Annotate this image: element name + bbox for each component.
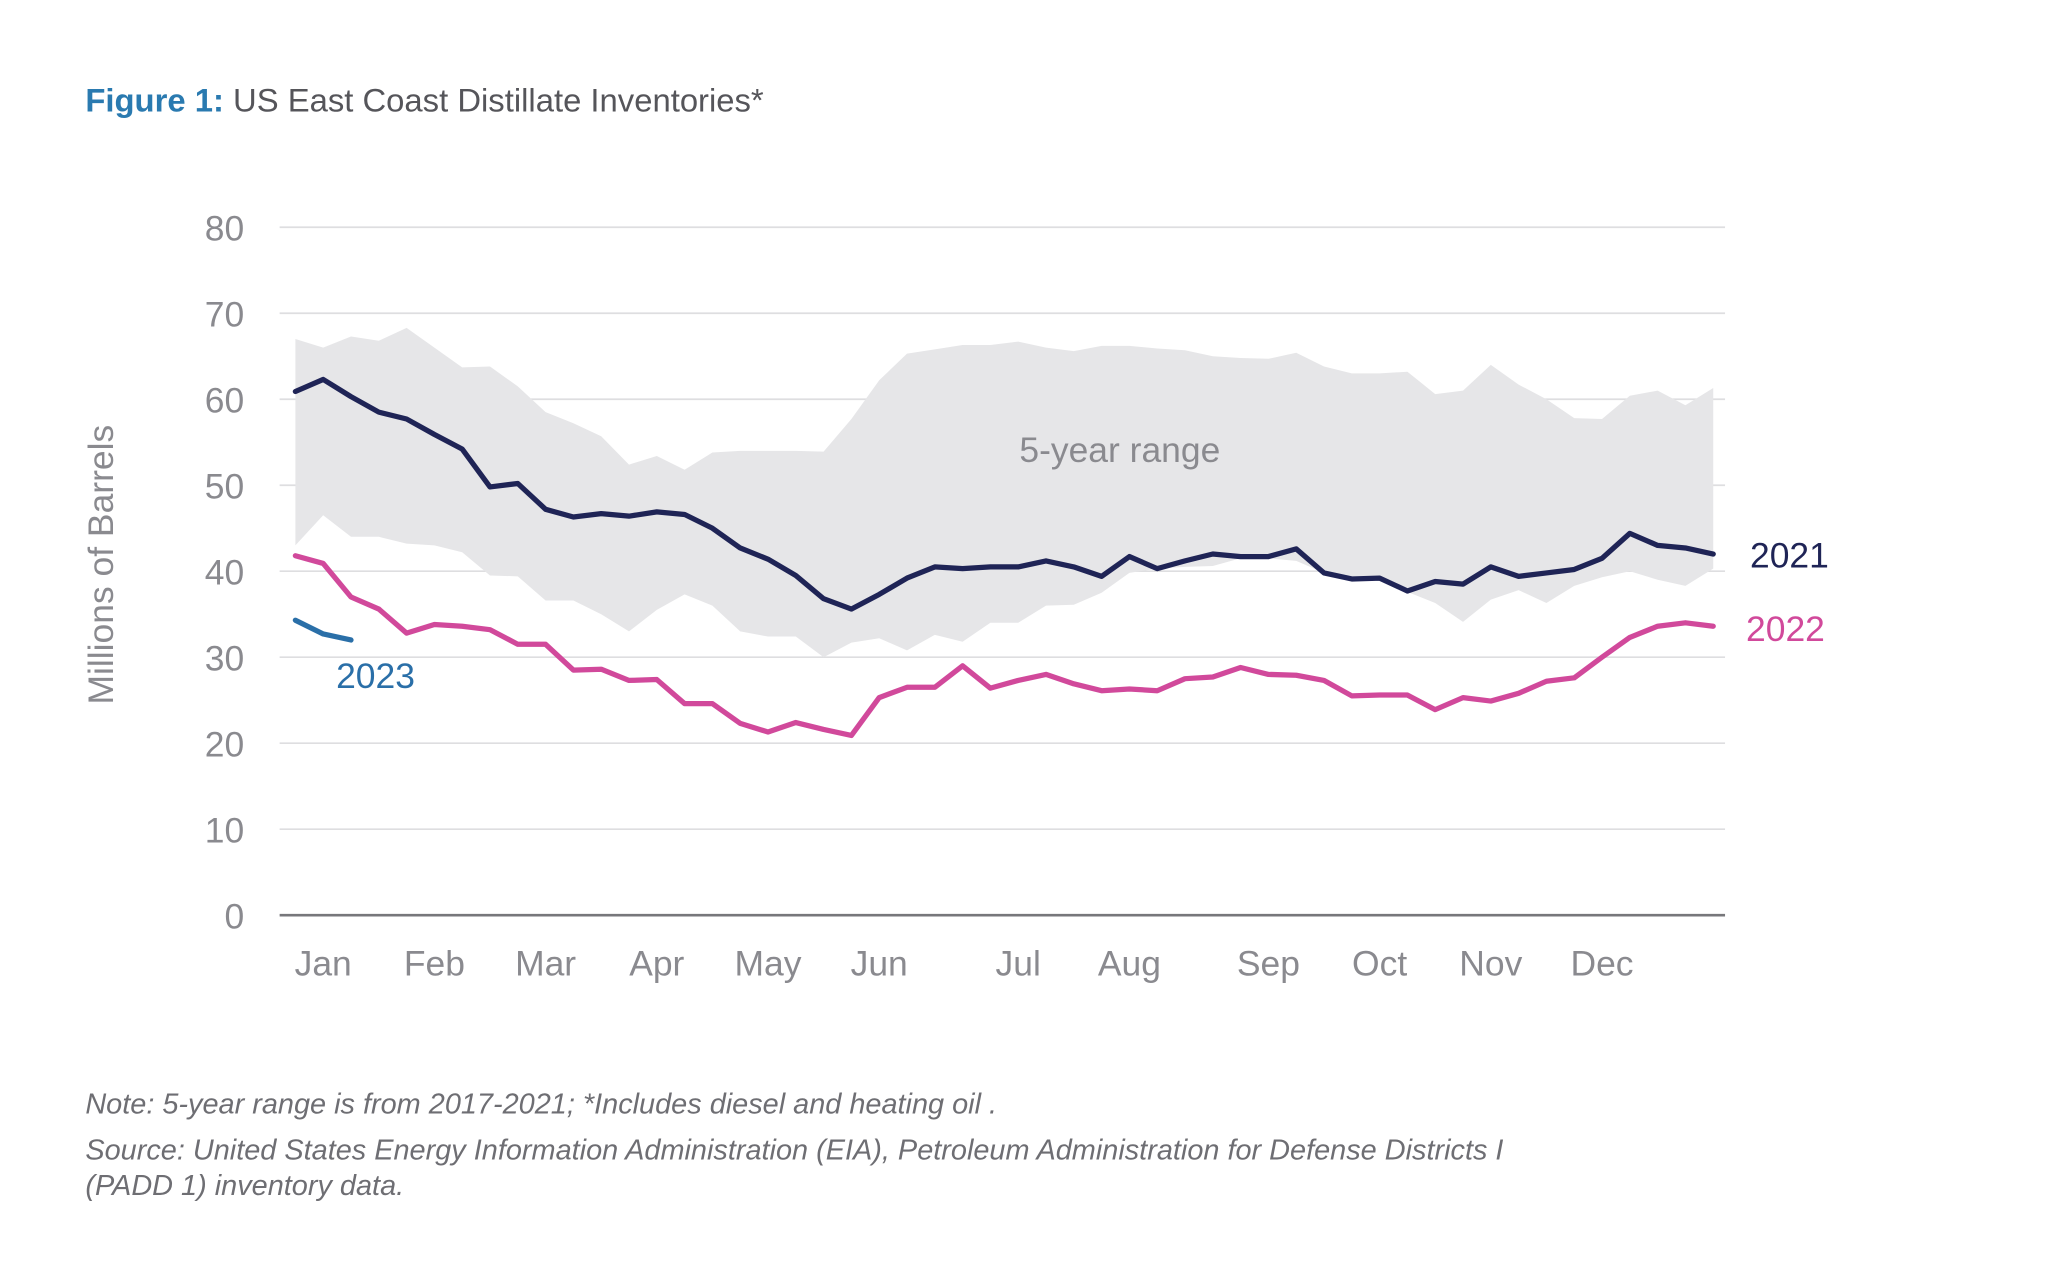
x-tick-label: Apr bbox=[629, 944, 684, 984]
y-tick-label: 20 bbox=[205, 724, 244, 764]
figure-title: Figure 1: US East Coast Distillate Inven… bbox=[85, 82, 764, 119]
y-tick-label: 0 bbox=[224, 896, 244, 936]
y-axis-ticks: 0 10 20 30 40 50 60 70 80 bbox=[205, 208, 244, 936]
y-tick-label: 10 bbox=[205, 810, 244, 850]
source-text-line1: Source: United States Energy Information… bbox=[85, 1134, 1503, 1166]
y-axis-label: Millions of Barrels bbox=[81, 425, 121, 705]
range-label: 5-year range bbox=[1019, 430, 1220, 470]
figure-title-text: US East Coast Distillate Inventories* bbox=[233, 82, 764, 119]
x-axis-ticks: Jan Feb Mar Apr May Jun Jul Aug Sep Oct Nov Dec bbox=[295, 944, 1634, 984]
x-tick-label: Oct bbox=[1352, 944, 1407, 984]
source-text-line2: (PADD 1) inventory data. bbox=[85, 1170, 404, 1202]
x-tick-label: Jul bbox=[996, 944, 1041, 984]
y-tick-label: 70 bbox=[205, 294, 244, 334]
series-line-2021 bbox=[292, 376, 1716, 612]
series-label-2021: 2021 bbox=[1750, 535, 1829, 575]
five-year-range-band bbox=[295, 327, 1714, 658]
series-line-2023 bbox=[292, 617, 354, 643]
x-tick-label: Aug bbox=[1098, 944, 1161, 984]
y-tick-label: 80 bbox=[205, 208, 244, 248]
series-label-2022: 2022 bbox=[1746, 609, 1825, 649]
y-tick-label: 30 bbox=[205, 638, 244, 678]
y-tick-label: 50 bbox=[205, 466, 244, 506]
figure-label: Figure 1: bbox=[85, 82, 224, 119]
y-tick-label: 40 bbox=[205, 552, 244, 592]
x-tick-label: May bbox=[735, 944, 802, 984]
x-tick-label: Feb bbox=[404, 944, 465, 984]
series-line-2022 bbox=[292, 553, 1716, 739]
series-label-2023: 2023 bbox=[336, 656, 415, 696]
x-tick-label: Sep bbox=[1237, 944, 1300, 984]
x-tick-label: Jan bbox=[295, 944, 352, 984]
y-tick-label: 60 bbox=[205, 380, 244, 420]
x-tick-label: Nov bbox=[1459, 944, 1522, 984]
x-tick-label: Dec bbox=[1571, 944, 1634, 984]
x-tick-label: Mar bbox=[515, 944, 576, 984]
note-text: Note: 5-year range is from 2017-2021; *I… bbox=[85, 1088, 997, 1120]
x-tick-label: Jun bbox=[851, 944, 908, 984]
series-lines bbox=[292, 376, 1716, 739]
